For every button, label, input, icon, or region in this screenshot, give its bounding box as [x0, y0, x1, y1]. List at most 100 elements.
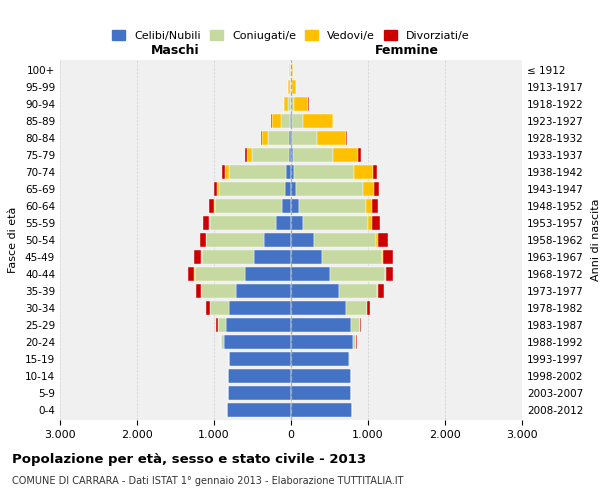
Bar — [339, 284, 377, 298]
Bar — [349, 352, 350, 366]
Bar — [272, 114, 281, 128]
Bar — [291, 182, 296, 196]
Bar — [247, 148, 252, 162]
Bar — [285, 182, 291, 196]
Bar — [289, 131, 291, 145]
Bar — [291, 386, 351, 400]
Bar — [268, 131, 289, 145]
Bar — [292, 80, 296, 94]
Bar — [229, 352, 291, 366]
Bar — [228, 369, 291, 383]
Bar — [346, 301, 367, 315]
Bar — [284, 97, 289, 111]
Bar — [217, 318, 218, 332]
Bar — [222, 165, 225, 179]
Bar — [358, 148, 361, 162]
Text: COMUNE DI CARRARA - Dati ISTAT 1° gennaio 2013 - Elaborazione TUTTITALIA.IT: COMUNE DI CARRARA - Dati ISTAT 1° gennai… — [12, 476, 404, 486]
Bar — [372, 199, 378, 213]
Bar — [368, 216, 372, 230]
Bar — [295, 97, 308, 111]
Bar — [292, 63, 293, 77]
Bar — [291, 250, 322, 264]
Bar — [228, 386, 291, 400]
Text: Popolazione per età, sesso e stato civile - 2013: Popolazione per età, sesso e stato civil… — [12, 452, 366, 466]
Bar — [291, 284, 339, 298]
Bar — [210, 216, 275, 230]
Bar — [291, 335, 353, 349]
Bar — [289, 63, 290, 77]
Bar — [226, 318, 291, 332]
Bar — [291, 199, 299, 213]
Bar — [209, 199, 214, 213]
Bar — [229, 301, 291, 315]
Bar — [290, 114, 291, 128]
Bar — [360, 318, 361, 332]
Text: Femmine: Femmine — [374, 44, 439, 58]
Bar — [289, 80, 290, 94]
Bar — [218, 318, 226, 332]
Bar — [293, 148, 334, 162]
Bar — [376, 233, 378, 247]
Bar — [334, 148, 358, 162]
Bar — [217, 182, 220, 196]
Bar — [245, 267, 291, 281]
Bar — [291, 131, 292, 145]
Y-axis label: Fasce di età: Fasce di età — [8, 207, 18, 273]
Bar — [264, 233, 291, 247]
Bar — [385, 267, 386, 281]
Bar — [203, 216, 209, 230]
Bar — [322, 250, 382, 264]
Bar — [365, 199, 372, 213]
Bar — [304, 114, 332, 128]
Bar — [252, 148, 289, 162]
Bar — [245, 148, 247, 162]
Bar — [294, 165, 354, 179]
Text: Maschi: Maschi — [151, 44, 200, 58]
Bar — [374, 182, 379, 196]
Bar — [367, 301, 370, 315]
Bar — [254, 250, 291, 264]
Bar — [289, 148, 291, 162]
Bar — [286, 165, 291, 179]
Bar — [196, 284, 201, 298]
Bar — [261, 131, 262, 145]
Bar — [382, 250, 383, 264]
Bar — [291, 216, 302, 230]
Bar — [221, 335, 224, 349]
Bar — [291, 301, 346, 315]
Bar — [275, 216, 291, 230]
Bar — [291, 165, 294, 179]
Bar — [354, 165, 373, 179]
Bar — [302, 216, 368, 230]
Bar — [351, 318, 360, 332]
Bar — [346, 131, 347, 145]
Bar — [214, 182, 217, 196]
Bar — [292, 114, 304, 128]
Bar — [353, 335, 356, 349]
Bar — [289, 97, 290, 111]
Bar — [317, 131, 346, 145]
Legend: Celibi/Nubili, Coniugati/e, Vedovi/e, Divorziati/e: Celibi/Nubili, Coniugati/e, Vedovi/e, Di… — [108, 26, 474, 46]
Bar — [292, 97, 295, 111]
Bar — [262, 131, 268, 145]
Bar — [195, 267, 245, 281]
Bar — [209, 216, 210, 230]
Bar — [314, 233, 376, 247]
Bar — [291, 148, 293, 162]
Bar — [299, 199, 365, 213]
Bar — [332, 114, 334, 128]
Bar — [377, 284, 384, 298]
Bar — [236, 284, 291, 298]
Bar — [291, 352, 349, 366]
Bar — [224, 335, 291, 349]
Bar — [229, 165, 286, 179]
Bar — [201, 284, 236, 298]
Bar — [292, 131, 317, 145]
Bar — [206, 233, 264, 247]
Bar — [220, 182, 285, 196]
Bar — [215, 199, 282, 213]
Bar — [291, 369, 351, 383]
Bar — [291, 267, 329, 281]
Bar — [378, 233, 388, 247]
Bar — [194, 250, 201, 264]
